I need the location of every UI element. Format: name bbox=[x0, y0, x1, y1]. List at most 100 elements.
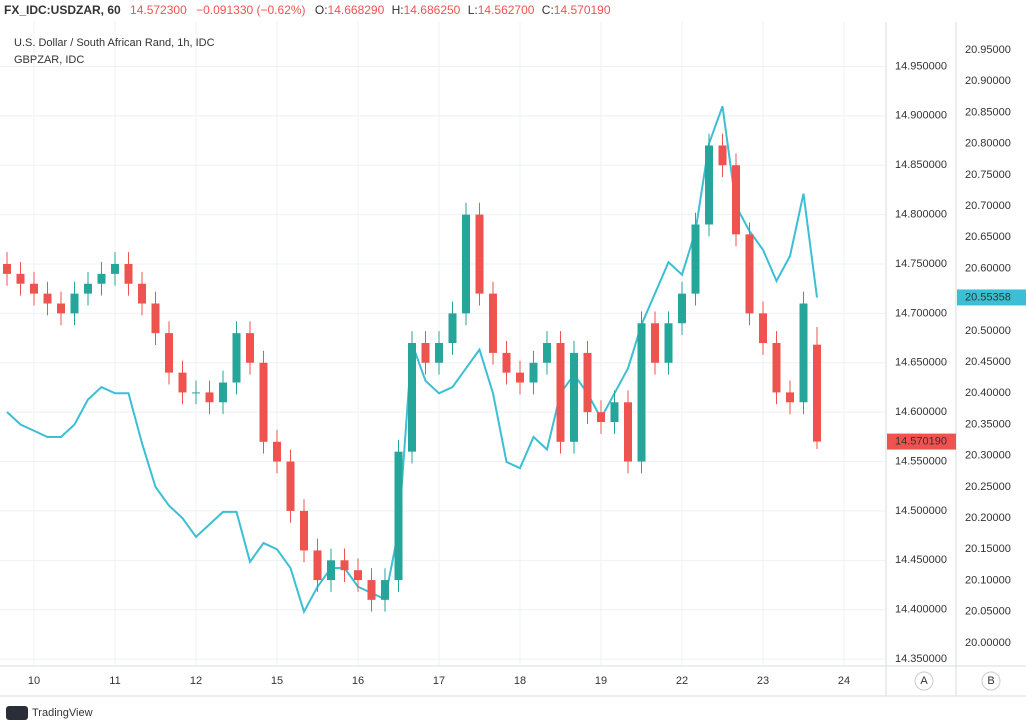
y-tick-label: 14.650000 bbox=[895, 357, 947, 369]
y2-tick-label: 20.30000 bbox=[965, 450, 1011, 462]
ohlc-label: O: bbox=[315, 3, 328, 17]
ohlc-value: 14.570190 bbox=[554, 3, 611, 17]
candle-body bbox=[232, 333, 241, 383]
candle-body bbox=[340, 560, 349, 571]
candle-body bbox=[138, 283, 146, 304]
x-tick-label: 19 bbox=[595, 675, 607, 687]
candle-body bbox=[637, 323, 646, 462]
legend-entry: U.S. Dollar / South African Rand, 1h, ID… bbox=[14, 37, 215, 49]
candle-body bbox=[300, 510, 308, 551]
y2-tick-label: 20.35000 bbox=[965, 418, 1011, 430]
candle-body bbox=[192, 392, 200, 394]
y2-tick-label: 20.20000 bbox=[965, 512, 1011, 524]
candle-body bbox=[799, 303, 808, 403]
y-tick-label: 14.550000 bbox=[895, 455, 947, 467]
candle-body bbox=[556, 343, 565, 442]
y-tick-label: 14.750000 bbox=[895, 258, 947, 270]
change: −0.091330 (−0.62%) bbox=[196, 3, 305, 17]
y-tick-label: 14.900000 bbox=[895, 110, 947, 122]
candle-body bbox=[529, 362, 538, 383]
x-tick-label: 12 bbox=[190, 675, 202, 687]
candle-body bbox=[273, 441, 281, 462]
candle-body bbox=[543, 343, 551, 363]
candle-body bbox=[246, 333, 254, 363]
logo[interactable] bbox=[6, 706, 28, 720]
candle-body bbox=[489, 293, 497, 353]
x-tick-label: 15 bbox=[271, 675, 283, 687]
candle-body bbox=[516, 372, 524, 383]
header: FX_IDC:USDZAR, 60 14.572300 −0.091330 (−… bbox=[4, 3, 611, 17]
candle-body bbox=[30, 283, 38, 294]
y2-tick-label: 20.05000 bbox=[965, 606, 1011, 618]
candle-body bbox=[691, 224, 700, 294]
price-badge bbox=[957, 289, 1026, 306]
candle-body bbox=[759, 313, 767, 344]
x-tick-label: 11 bbox=[109, 675, 120, 687]
price-badge-label: 14.570190 bbox=[895, 436, 947, 448]
candle-body bbox=[259, 362, 268, 442]
y2-tick-label: 20.65000 bbox=[965, 231, 1011, 243]
y2-tick-label: 20.70000 bbox=[965, 200, 1011, 212]
x-tick-label: 22 bbox=[676, 675, 688, 687]
x-tick-label: 24 bbox=[838, 675, 850, 687]
candle-body bbox=[97, 273, 106, 284]
y2-tick-label: 20.95000 bbox=[965, 44, 1011, 56]
y-tick-label: 14.500000 bbox=[895, 505, 947, 517]
candle-body bbox=[597, 412, 605, 423]
candle-body bbox=[705, 145, 713, 225]
candle-body bbox=[421, 343, 430, 363]
y-tick-label: 14.850000 bbox=[895, 159, 947, 171]
candle-body bbox=[394, 451, 403, 581]
symbol: FX_IDC:USDZAR, 60 bbox=[4, 3, 121, 17]
y2-tick-label: 20.60000 bbox=[965, 262, 1011, 274]
axis-button-label[interactable]: B bbox=[987, 675, 994, 687]
y-tick-label: 14.800000 bbox=[895, 209, 947, 221]
candle-body bbox=[124, 263, 133, 284]
axis-button[interactable] bbox=[914, 671, 934, 691]
y2-tick-label: 20.75000 bbox=[965, 169, 1011, 181]
ohlc-label: C: bbox=[542, 3, 554, 17]
price-badge-label: 20.55358 bbox=[965, 291, 1011, 303]
candle-body bbox=[354, 570, 362, 581]
candle-body bbox=[327, 560, 335, 581]
candle-body bbox=[43, 293, 52, 304]
candle-body bbox=[111, 263, 119, 274]
candle-body bbox=[84, 283, 92, 294]
candle-body bbox=[3, 263, 11, 274]
y-tick-label: 14.600000 bbox=[895, 406, 947, 418]
y-tick-label: 14.700000 bbox=[895, 307, 947, 319]
candle-body bbox=[664, 323, 673, 363]
candle-body bbox=[70, 293, 79, 314]
candle-body bbox=[151, 303, 160, 334]
candle-body bbox=[475, 214, 484, 294]
candle-body bbox=[610, 402, 619, 423]
y2-tick-label: 20.00000 bbox=[965, 637, 1011, 649]
ohlc-value: 14.562700 bbox=[478, 3, 535, 17]
y2-tick-label: 20.50000 bbox=[965, 325, 1011, 337]
candle-body bbox=[462, 214, 470, 314]
candle-body bbox=[16, 273, 25, 284]
price-badge bbox=[887, 433, 956, 450]
y-tick-label: 14.350000 bbox=[895, 653, 947, 665]
y-tick-label: 14.450000 bbox=[895, 554, 947, 566]
axis-button-label[interactable]: A bbox=[920, 675, 928, 687]
y2-tick-label: 20.10000 bbox=[965, 574, 1011, 586]
candle-body bbox=[205, 392, 214, 403]
y2-tick-label: 20.25000 bbox=[965, 481, 1011, 493]
candle-body bbox=[313, 550, 322, 581]
y2-tick-label: 20.15000 bbox=[965, 543, 1011, 555]
brand[interactable]: TradingView bbox=[32, 707, 93, 719]
y2-tick-label: 20.90000 bbox=[965, 75, 1011, 87]
candle-body bbox=[286, 461, 295, 511]
last-price: 14.572300 bbox=[130, 3, 187, 17]
candle-body bbox=[772, 343, 781, 393]
axis-button[interactable] bbox=[981, 671, 1001, 691]
candle-body bbox=[624, 402, 632, 462]
candle-body bbox=[570, 352, 578, 442]
x-tick-label: 10 bbox=[28, 675, 40, 687]
candle-body bbox=[583, 352, 592, 413]
x-tick-label: 23 bbox=[757, 675, 769, 687]
